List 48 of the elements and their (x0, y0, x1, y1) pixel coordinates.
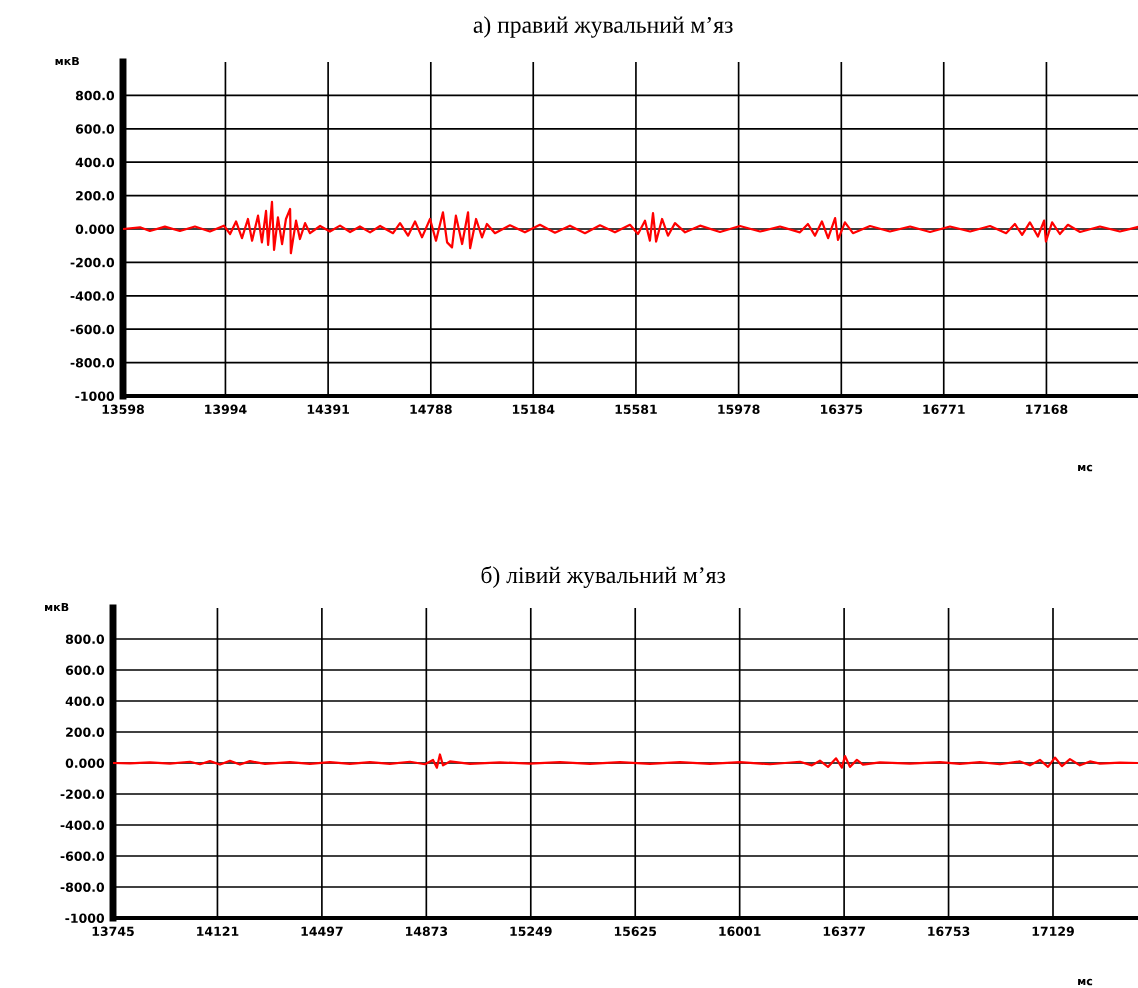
x-tick-label: 17129 (1032, 926, 1074, 937)
y-tick-label: 0.000 (65, 758, 105, 768)
chart-title: а) правий жувальний м’яз (473, 16, 733, 38)
x-tick-label: 14391 (307, 404, 350, 415)
y-tick-label: 400.0 (65, 696, 105, 706)
chart-title: б) лівий жувальний м’яз (481, 566, 726, 588)
y-tick-label: 600.0 (75, 124, 115, 134)
x-axis-title: мс (1078, 978, 1093, 986)
x-tick-label: 13994 (205, 404, 247, 415)
x-tick-label: 14497 (301, 926, 343, 937)
y-tick-label: 200.0 (66, 727, 105, 737)
x-tick-label: 15249 (510, 926, 552, 937)
y-tick-label: 800.0 (75, 90, 115, 101)
x-tick-label: 14873 (406, 926, 448, 937)
y-tick-label: 800.0 (65, 634, 105, 644)
x-tick-label: 13745 (92, 926, 134, 937)
line-series (123, 200, 1138, 255)
x-tick-label: 16375 (820, 404, 863, 415)
x-tick-label: 13598 (102, 404, 144, 415)
x-tick-label: 14121 (197, 926, 239, 936)
y-tick-label: 0.000 (75, 224, 115, 234)
x-tick-label: 15978 (718, 404, 760, 415)
x-tick-label: 15184 (512, 404, 555, 415)
y-tick-label: -200.0 (60, 789, 105, 799)
x-tick-label: 16001 (719, 926, 761, 937)
y-axis-title: мкВ (55, 56, 79, 66)
x-tick-label: 16377 (823, 926, 865, 937)
line-series (113, 753, 1138, 769)
y-tick-label: 600.0 (65, 665, 105, 675)
y-tick-label: -1000 (65, 913, 105, 923)
y-tick-label: -600.0 (60, 851, 105, 861)
y-tick-label: -800.0 (70, 358, 115, 368)
x-axis-title: мс (1078, 464, 1093, 472)
x-tick-label: 15625 (614, 926, 657, 937)
y-tick-label: -600.0 (70, 324, 115, 335)
x-tick-label: 16771 (923, 404, 965, 415)
x-tick-label: 14788 (410, 404, 452, 415)
x-tick-label: 15581 (615, 404, 657, 415)
y-tick-label: -1000 (75, 391, 115, 401)
y-tick-label: -400.0 (70, 291, 115, 301)
y-tick-label: -800.0 (60, 882, 105, 892)
y-tick-label: -400.0 (60, 820, 105, 830)
x-tick-label: 16753 (928, 926, 970, 937)
y-tick-label: -200.0 (70, 257, 115, 268)
y-axis-title: мкВ (45, 602, 69, 612)
y-tick-label: 200.0 (76, 191, 115, 201)
y-tick-label: 400.0 (75, 157, 115, 168)
x-tick-label: 17168 (1026, 404, 1068, 415)
